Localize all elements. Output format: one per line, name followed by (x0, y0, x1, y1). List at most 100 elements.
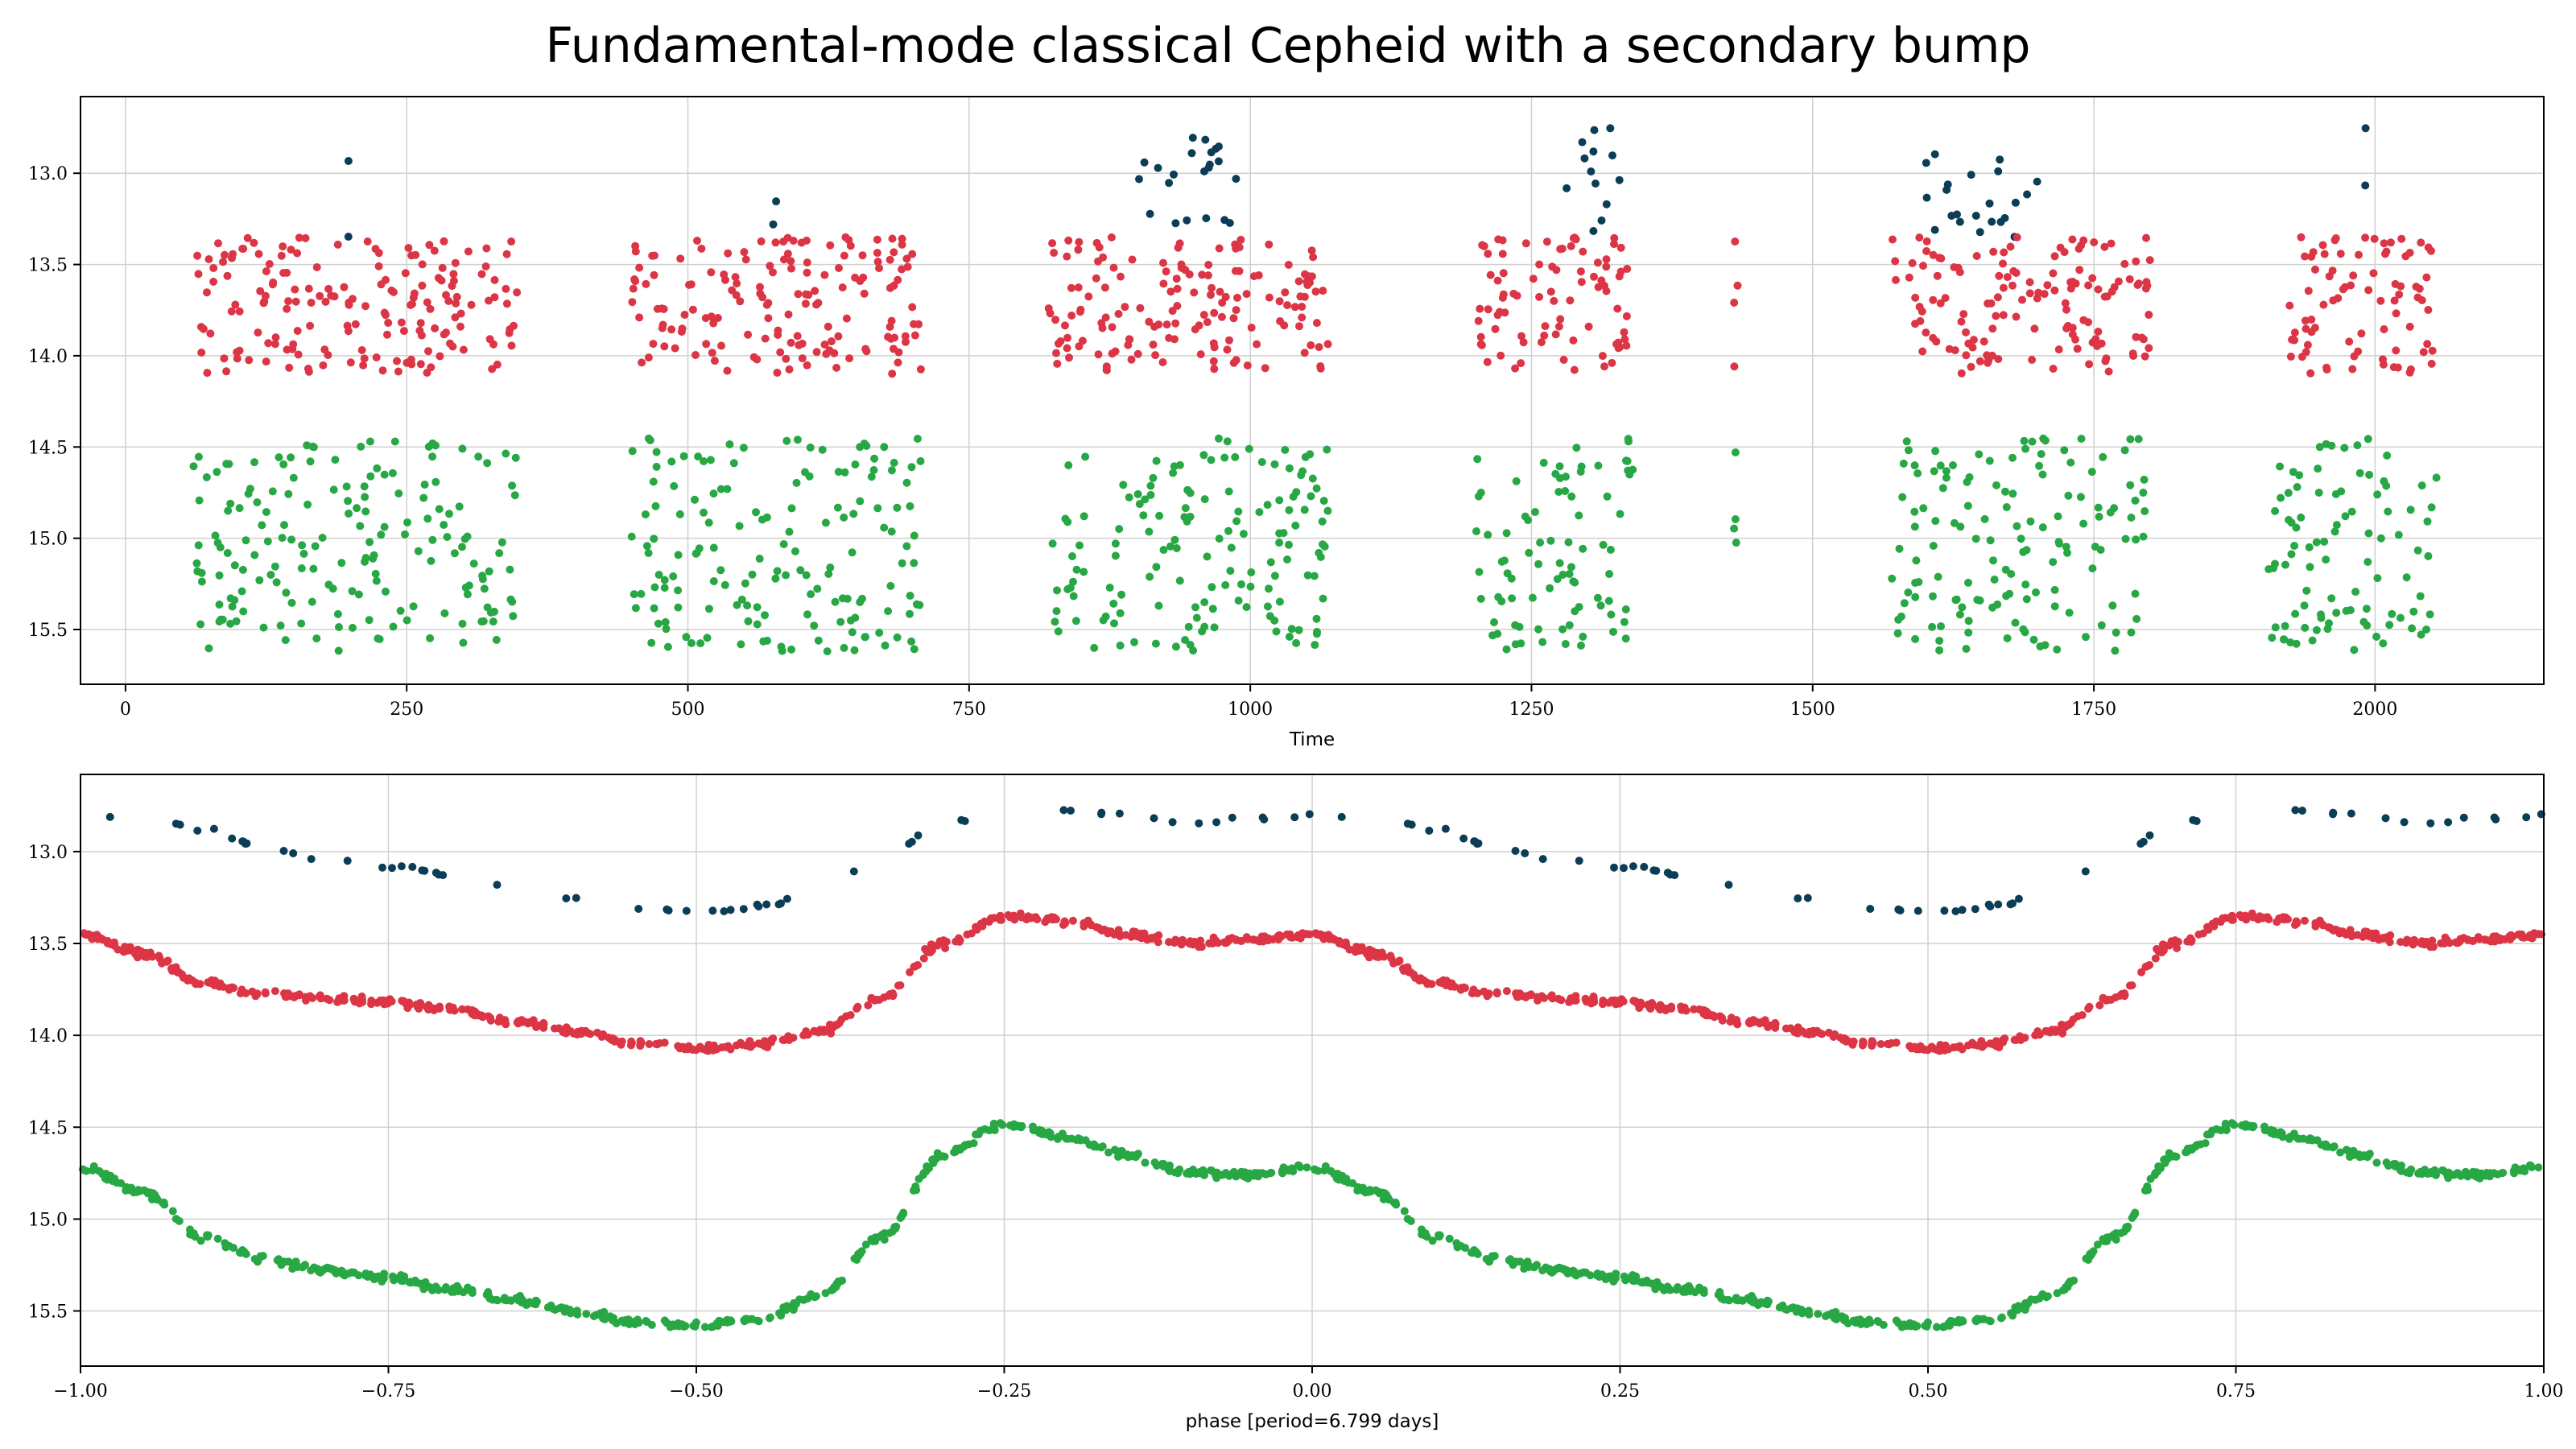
data-point (1550, 296, 1558, 305)
data-point (1936, 299, 1945, 308)
data-point (2285, 301, 2294, 310)
data-point (287, 453, 295, 462)
data-point (490, 607, 498, 616)
data-point (2139, 489, 2148, 497)
data-point (2341, 512, 2350, 521)
data-point (2287, 550, 2296, 559)
data-point (1116, 641, 1125, 650)
data-point (834, 468, 843, 477)
data-point (2305, 543, 2314, 551)
data-point (394, 489, 403, 497)
data-point (259, 299, 268, 308)
data-point (2365, 1150, 2374, 1158)
data-point (833, 1021, 842, 1029)
data-point (647, 638, 656, 647)
data-point (1231, 266, 1240, 275)
data-point (1803, 894, 1812, 902)
data-point (1297, 471, 1306, 480)
data-point (2368, 929, 2377, 938)
data-point (660, 342, 669, 351)
data-point (1215, 434, 1223, 443)
data-point (1294, 625, 1303, 634)
data-point (270, 562, 279, 571)
data-point (153, 1195, 162, 1204)
data-point (650, 535, 658, 543)
data-point (1892, 1316, 1901, 1325)
data-point (1535, 292, 1544, 301)
data-point (321, 297, 330, 306)
data-point (691, 351, 700, 359)
data-point (786, 338, 795, 347)
data-point (344, 497, 353, 506)
data-point (485, 567, 493, 576)
data-point (1628, 1272, 1637, 1281)
data-point (1498, 250, 1507, 258)
data-point (2380, 477, 2388, 485)
data-point (316, 994, 325, 1003)
data-point (1069, 592, 1078, 601)
data-point (1115, 525, 1124, 534)
data-point (354, 1271, 363, 1280)
data-point (1989, 556, 1997, 565)
data-point (2038, 523, 2047, 532)
y-tick-label: 13.5 (28, 256, 68, 276)
data-point (203, 369, 212, 378)
data-point (1303, 571, 1312, 580)
data-point (654, 571, 663, 579)
data-point (1061, 514, 1070, 523)
data-point (877, 1230, 886, 1239)
data-point (268, 487, 277, 496)
data-point (2174, 937, 2182, 946)
data-point (2311, 265, 2319, 274)
data-point (2260, 1125, 2269, 1134)
data-point (262, 357, 270, 366)
data-point (1591, 180, 1600, 188)
data-point (1286, 933, 1295, 942)
data-point (2249, 913, 2257, 922)
data-point (803, 1030, 812, 1039)
data-point (1261, 364, 1269, 373)
data-point (2416, 592, 2425, 601)
data-point (916, 365, 925, 374)
data-point (2065, 609, 2074, 617)
data-point (848, 548, 857, 557)
data-point (418, 866, 427, 875)
data-point (1955, 217, 1964, 226)
data-point (1172, 275, 1181, 283)
data-point (2383, 451, 2392, 460)
data-point (1620, 328, 1629, 336)
data-point (1942, 467, 1951, 476)
data-point (1192, 613, 1201, 622)
data-point (2133, 281, 2142, 289)
data-point (1919, 262, 1927, 270)
data-point (1994, 900, 2003, 909)
data-point (250, 238, 258, 247)
data-point (1988, 217, 1996, 226)
data-point (184, 976, 192, 985)
data-point (725, 440, 734, 448)
data-point (1275, 297, 1284, 306)
data-point (194, 270, 203, 279)
data-point (1905, 273, 1913, 282)
data-point (1938, 1323, 1947, 1331)
data-point (907, 637, 916, 646)
data-point (323, 994, 331, 1003)
data-point (2137, 968, 2146, 976)
data-point (1620, 864, 1628, 873)
data-point (2380, 239, 2388, 248)
data-point (1207, 456, 1216, 464)
data-point (667, 1321, 676, 1330)
data-point (2077, 435, 2086, 443)
data-point (902, 254, 911, 263)
data-point (425, 241, 434, 250)
data-point (1159, 1160, 1168, 1168)
data-point (1600, 362, 1608, 371)
data-point (1281, 288, 1290, 297)
data-point (194, 452, 203, 461)
data-point (1041, 918, 1050, 927)
data-point (2289, 468, 2297, 477)
data-point (1224, 1171, 1233, 1180)
data-point (1108, 323, 1117, 332)
data-point (1323, 506, 1332, 515)
data-point (1986, 902, 1995, 910)
